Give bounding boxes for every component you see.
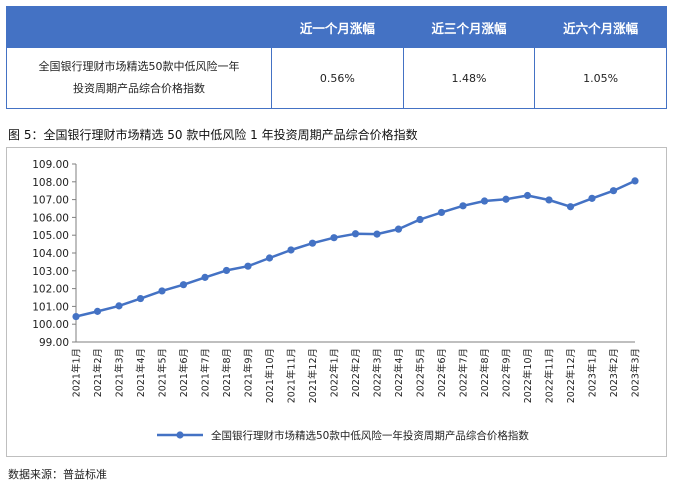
x-tick-label: 2022年7月: [458, 348, 470, 397]
table-row: 全国银行理财市场精选50款中低风险一年 投资周期产品综合价格指数 0.56% 1…: [6, 47, 667, 109]
table-row-label: 全国银行理财市场精选50款中低风险一年 投资周期产品综合价格指数: [6, 47, 272, 109]
x-tick-label: 2022年5月: [415, 348, 427, 397]
table-cell-1m: 0.56%: [271, 47, 404, 109]
x-tick-label: 2022年6月: [436, 348, 448, 397]
x-tick-label: 2022年12月: [565, 348, 577, 403]
x-tick-label: 2021年3月: [114, 348, 126, 397]
data-point: [351, 230, 360, 238]
x-tick-label: 2022年11月: [544, 348, 556, 403]
data-point: [394, 225, 403, 233]
data-point: [459, 202, 467, 210]
y-tick-label: 100.00: [32, 319, 69, 331]
data-point: [308, 239, 317, 247]
x-tick-label: 2022年3月: [372, 348, 384, 397]
data-point: [115, 302, 123, 310]
y-tick-label: 103.00: [32, 266, 69, 278]
table-header-3m: 近三个月涨幅: [402, 6, 536, 48]
data-point: [179, 281, 188, 289]
legend-label: 全国银行理财市场精选50款中低风险一年投资周期产品综合价格指数: [211, 429, 529, 442]
data-point: [222, 266, 231, 275]
x-tick-label: 2021年5月: [157, 348, 169, 397]
table-header-empty: [6, 6, 272, 48]
data-point: [158, 287, 166, 295]
x-tick-label: 2021年7月: [200, 348, 212, 397]
y-tick-label: 107.00: [32, 195, 69, 207]
x-tick-label: 2022年9月: [501, 348, 513, 397]
y-tick-label: 108.00: [32, 177, 69, 189]
table-cell-6m: 1.05%: [534, 47, 667, 109]
legend-marker: [176, 431, 184, 439]
x-tick-label: 2021年8月: [221, 348, 233, 397]
x-tick-label: 2022年10月: [522, 348, 534, 403]
x-tick-label: 2021年6月: [178, 348, 190, 397]
table-header-row: 近一个月涨幅 近三个月涨幅 近六个月涨幅: [6, 6, 667, 48]
data-point: [136, 294, 145, 303]
x-tick-label: 2021年2月: [92, 348, 104, 397]
x-tick-label: 2021年1月: [71, 348, 83, 397]
y-tick-label: 99.00: [39, 337, 69, 349]
y-tick-label: 109.00: [32, 159, 69, 171]
y-tick-label: 102.00: [32, 284, 69, 296]
data-source: 数据来源：普益标准: [8, 468, 107, 481]
x-tick-label: 2022年1月: [329, 348, 341, 397]
x-tick-label: 2023年1月: [587, 348, 599, 397]
table-row-label-line1: 全国银行理财市场精选50款中低风险一年: [38, 60, 240, 73]
chart-svg: 109.00 108.00 107.00 106.00 105.00 104.00 103.…: [32, 159, 642, 442]
y-tick-label: 104.00: [32, 248, 69, 260]
x-tick-label: 2021年4月: [135, 348, 147, 397]
table-cell-3m: 1.48%: [402, 47, 536, 109]
figure-title: 图 5：全国银行理财市场精选 50 款中低风险 1 年投资周期产品综合价格指数: [8, 128, 418, 142]
data-point: [631, 177, 639, 185]
y-tick-label: 105.00: [32, 230, 69, 242]
returns-table: 近一个月涨幅 近三个月涨幅 近六个月涨幅 全国银行理财市场精选50款中低风险一年…: [6, 6, 667, 109]
x-tick-label: 2023年3月: [630, 348, 642, 397]
data-point: [244, 262, 252, 270]
data-point: [588, 194, 596, 202]
y-tick-label: 106.00: [32, 212, 69, 224]
data-point: [609, 187, 618, 195]
data-point: [265, 254, 274, 262]
data-point: [93, 307, 102, 315]
data-point: [523, 191, 532, 200]
x-tick-label: 2022年4月: [393, 348, 405, 397]
data-point: [502, 195, 510, 203]
x-tick-label: 2021年11月: [286, 348, 298, 403]
data-point: [330, 234, 338, 242]
x-tick-label: 2022年2月: [350, 348, 362, 397]
data-point: [287, 246, 295, 254]
data-point: [201, 273, 209, 281]
data-point: [416, 215, 424, 224]
line-chart: 109.00 108.00 107.00 106.00 105.00 104.00 103.…: [6, 147, 667, 457]
table-row-label-line2: 投资周期产品综合价格指数: [73, 82, 205, 95]
x-tick-label: 2021年10月: [264, 348, 276, 403]
data-point: [373, 230, 381, 238]
x-tick-label: 2021年12月: [307, 348, 319, 403]
x-tick-label: 2022年8月: [479, 348, 491, 397]
data-point: [566, 203, 575, 211]
data-point: [480, 197, 489, 205]
data-point: [72, 312, 80, 321]
table-header-6m: 近六个月涨幅: [534, 6, 667, 48]
table-header-1m: 近一个月涨幅: [271, 6, 404, 48]
data-point: [437, 208, 446, 217]
data-point: [545, 196, 553, 204]
x-tick-label: 2023年2月: [608, 348, 620, 397]
y-tick-label: 101.00: [32, 301, 69, 313]
x-tick-label: 2021年9月: [243, 348, 255, 397]
